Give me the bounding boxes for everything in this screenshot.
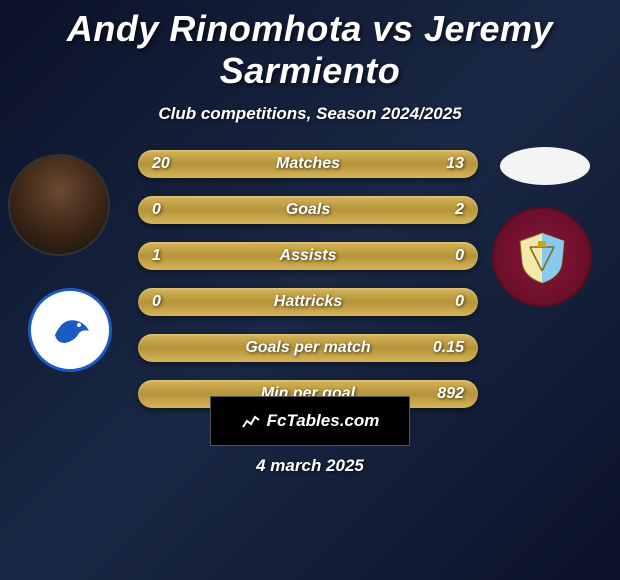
watermark-badge: FcTables.com: [210, 396, 410, 446]
stat-bars: 20 Matches 13 0 Goals 2 1 Assists 0 0 Ha…: [138, 150, 478, 426]
comparison-date: 4 march 2025: [0, 456, 620, 476]
stat-left-value: 1: [152, 247, 186, 265]
stat-right-value: 0: [430, 293, 464, 311]
player-left-avatar: [8, 154, 110, 256]
chart-icon: [241, 411, 261, 431]
stat-row-hattricks: 0 Hattricks 0: [138, 288, 478, 316]
club-shield-icon: [512, 227, 572, 287]
stat-left-value: 20: [152, 155, 186, 173]
stat-left-value: 0: [152, 293, 186, 311]
stat-right-value: 0: [430, 247, 464, 265]
stat-row-assists: 1 Assists 0: [138, 242, 478, 270]
stat-right-value: 13: [430, 155, 464, 173]
bluebird-icon: [45, 305, 95, 355]
stat-label: Matches: [276, 155, 340, 173]
stat-left-value: 0: [152, 201, 186, 219]
stat-label: Assists: [280, 247, 337, 265]
stat-label: Goals: [286, 201, 330, 219]
club-right-crest: [492, 207, 592, 307]
stat-right-value: 892: [430, 385, 464, 403]
stat-row-goals-per-match: Goals per match 0.15: [138, 334, 478, 362]
stat-right-value: 0.15: [430, 339, 464, 357]
watermark-text: FcTables.com: [267, 411, 380, 431]
stat-row-matches: 20 Matches 13: [138, 150, 478, 178]
stat-label: Hattricks: [274, 293, 342, 311]
comparison-subtitle: Club competitions, Season 2024/2025: [0, 104, 620, 124]
comparison-title: Andy Rinomhota vs Jeremy Sarmiento: [0, 0, 620, 92]
player-right-avatar: [500, 147, 590, 185]
stat-row-goals: 0 Goals 2: [138, 196, 478, 224]
stat-label: Goals per match: [245, 339, 370, 357]
stat-right-value: 2: [430, 201, 464, 219]
club-left-crest: [28, 288, 112, 372]
